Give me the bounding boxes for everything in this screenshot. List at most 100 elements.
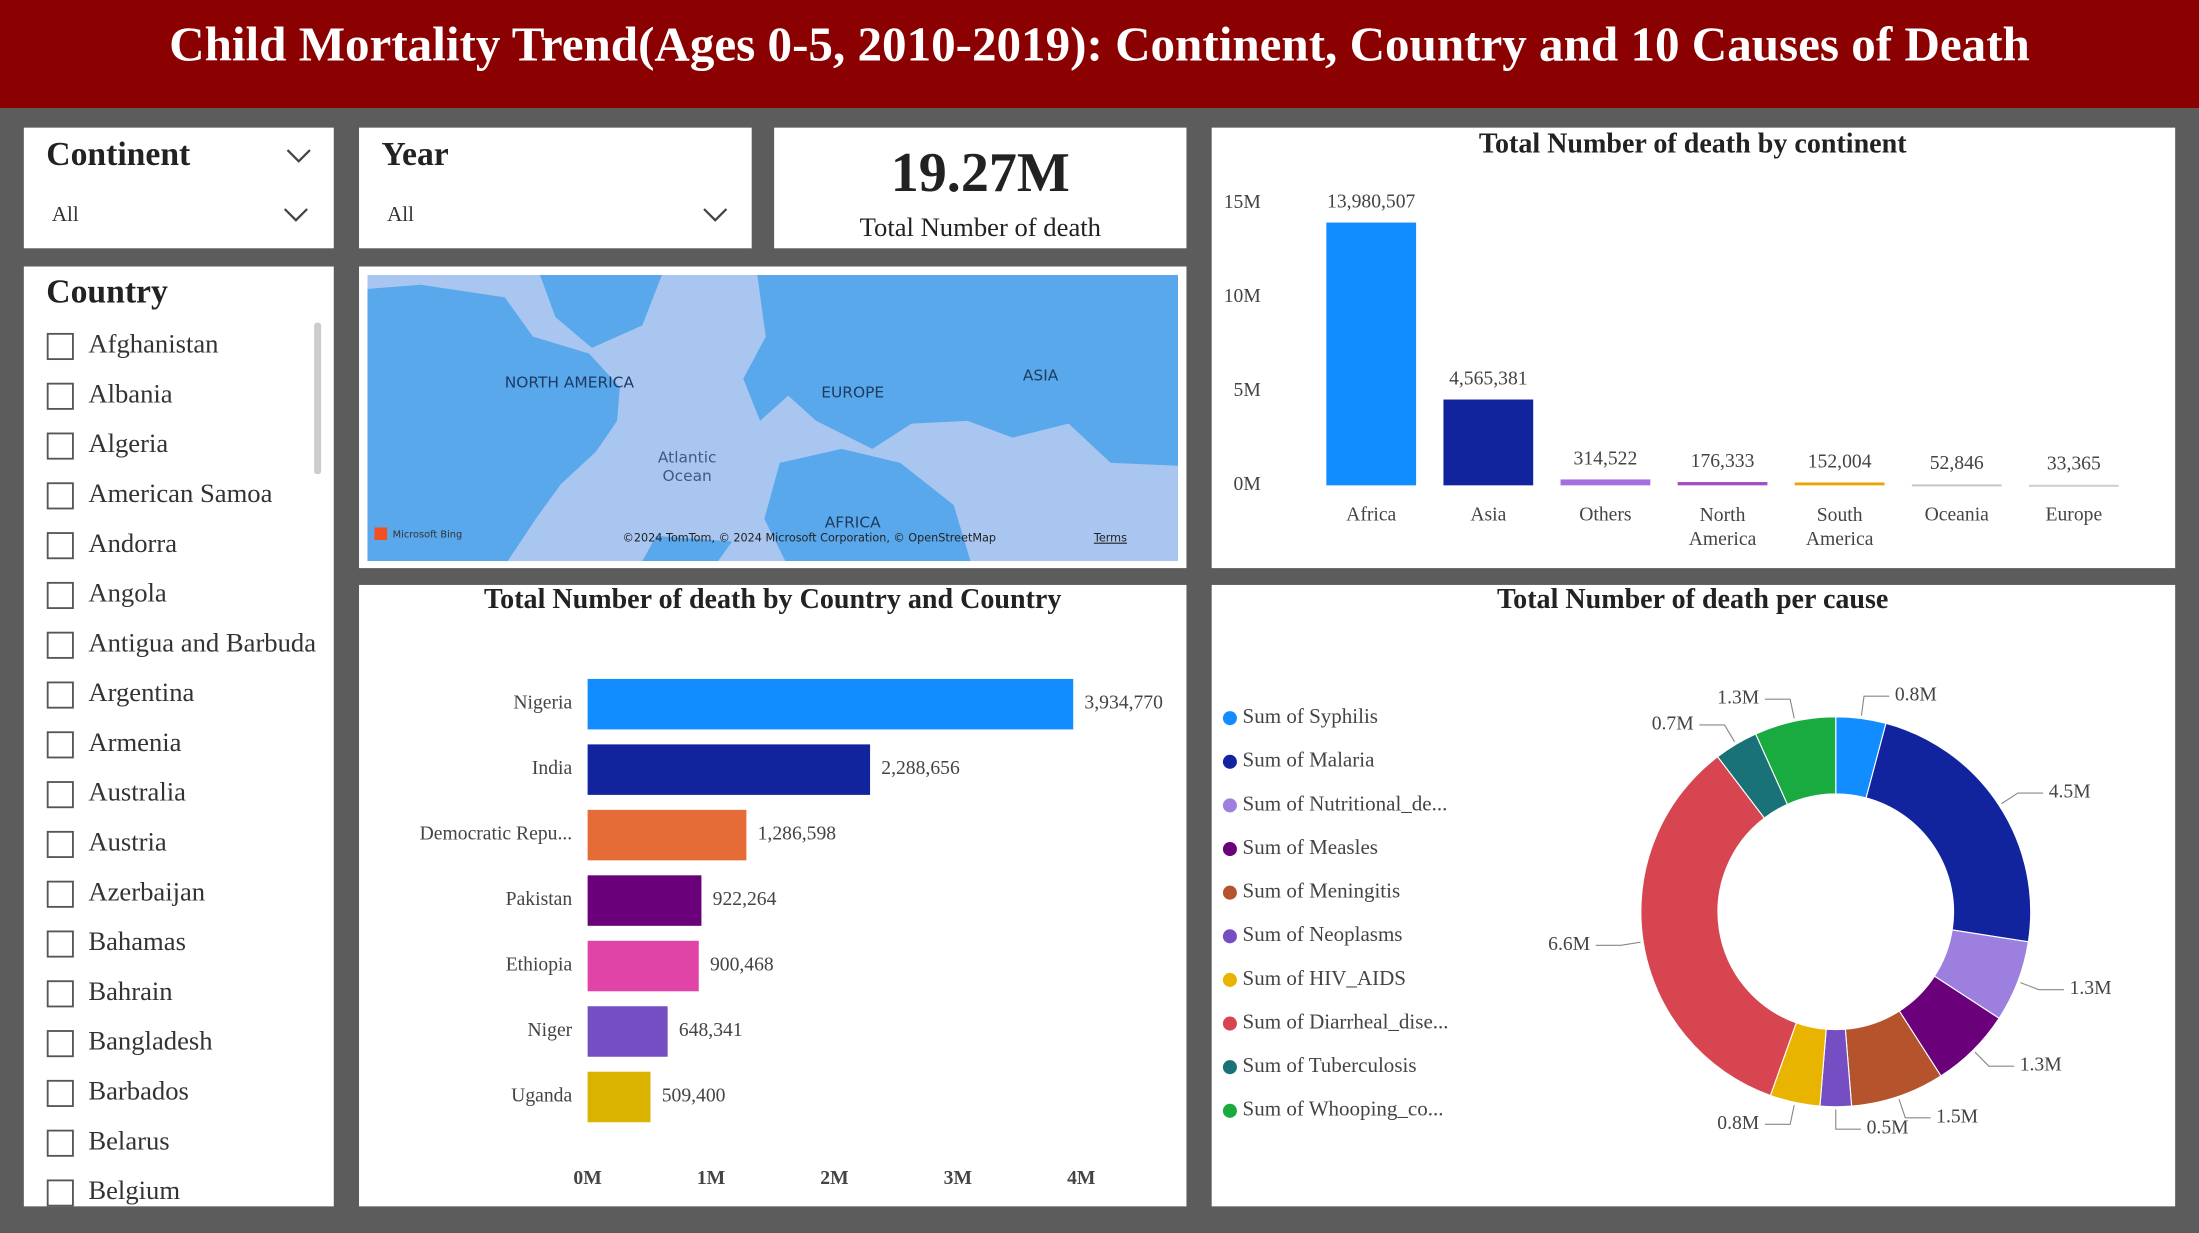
donut-segment <box>1754 716 1837 806</box>
data-label: 648,341 <box>679 1020 743 1041</box>
map-label: EUROPE <box>821 383 884 401</box>
country-slicer <box>23 266 334 1207</box>
legend-label[interactable]: Sum of Neoplasms <box>1243 922 1403 946</box>
checkbox[interactable] <box>46 432 74 460</box>
legend-marker[interactable] <box>1222 842 1237 857</box>
checkbox[interactable] <box>46 681 74 709</box>
country-option[interactable]: Armenia <box>88 727 181 757</box>
data-label: 152,004 <box>1808 451 1872 472</box>
legend-marker[interactable] <box>1222 972 1237 987</box>
bar <box>1560 479 1651 486</box>
page-title: Child Mortality Trend(Ages 0-5, 2010-201… <box>169 16 2030 71</box>
slicer-value[interactable]: All <box>387 202 414 226</box>
legend-marker[interactable] <box>1222 1060 1237 1075</box>
legend-marker[interactable] <box>1222 798 1237 813</box>
legend-label[interactable]: Sum of Measles <box>1243 835 1378 859</box>
kpi-card <box>774 127 1187 249</box>
data-label: 1.5M <box>1936 1106 1978 1127</box>
checkbox[interactable] <box>46 1129 74 1157</box>
legend-label[interactable]: Sum of Malaria <box>1243 748 1376 772</box>
y-tick-label: India <box>532 758 573 779</box>
y-tick-label: 15M <box>1224 192 1261 213</box>
dropdown-icon[interactable] <box>283 208 308 222</box>
legend-marker[interactable] <box>1222 1016 1237 1031</box>
legend-label[interactable]: Sum of Syphilis <box>1243 704 1378 728</box>
country-option[interactable]: Afghanistan <box>88 329 218 359</box>
country-option[interactable]: Bangladesh <box>88 1026 212 1056</box>
legend-marker[interactable] <box>1222 929 1237 944</box>
map-terms[interactable]: Terms <box>1093 532 1127 545</box>
checkbox[interactable] <box>46 382 74 410</box>
checkbox[interactable] <box>46 830 74 858</box>
country-option[interactable]: American Samoa <box>88 478 272 508</box>
x-tick-label: Oceania <box>1925 505 1990 526</box>
country-option[interactable]: Andorra <box>88 528 177 558</box>
land <box>642 535 733 562</box>
slicer-value[interactable]: All <box>52 202 79 226</box>
bar <box>1911 484 2002 487</box>
data-label: 314,522 <box>1574 448 1638 469</box>
legend-label[interactable]: Sum of HIV_AIDS <box>1243 966 1406 990</box>
checkbox[interactable] <box>46 880 74 908</box>
country-option[interactable]: Albania <box>88 378 172 408</box>
leader-line <box>1835 1109 1862 1130</box>
legend-marker[interactable] <box>1222 754 1237 769</box>
legend-marker[interactable] <box>1222 1103 1237 1118</box>
bar <box>1794 482 1885 486</box>
checkbox[interactable] <box>46 930 74 958</box>
country-option[interactable]: Azerbaijan <box>88 876 205 906</box>
country-option[interactable]: Australia <box>88 777 186 807</box>
legend-label[interactable]: Sum of Whooping_co... <box>1243 1097 1444 1121</box>
bar <box>1677 482 1768 486</box>
x-tick-label: 4M <box>1067 1168 1095 1189</box>
country-option[interactable]: Antigua and Barbuda <box>88 627 316 657</box>
y-tick-label: 5M <box>1234 380 1261 401</box>
checkbox[interactable] <box>46 581 74 609</box>
dropdown-icon[interactable] <box>703 208 728 222</box>
legend-label[interactable]: Sum of Diarrheal_dise... <box>1243 1009 1449 1033</box>
leader-line <box>1699 724 1736 743</box>
country-option[interactable]: Bahrain <box>88 976 172 1006</box>
legend-marker[interactable] <box>1222 885 1237 900</box>
checkbox[interactable] <box>46 1179 74 1207</box>
country-option[interactable]: Angola <box>88 578 167 608</box>
land <box>367 284 620 562</box>
checkbox[interactable] <box>46 631 74 659</box>
chart-title: Total Number of death by continent <box>1479 128 1907 159</box>
scrollbar[interactable] <box>314 322 322 475</box>
checkbox[interactable] <box>46 1030 74 1058</box>
legend-label[interactable]: Sum of Nutritional_de... <box>1243 791 1448 815</box>
data-label: 1.3M <box>2020 1055 2062 1076</box>
country-option[interactable]: Algeria <box>88 428 168 458</box>
data-label: 0.7M <box>1652 713 1694 734</box>
checkbox[interactable] <box>46 980 74 1008</box>
x-tick-label: Africa <box>1346 505 1396 526</box>
checkbox[interactable] <box>46 482 74 510</box>
kpi-value: 19.27M <box>891 142 1070 204</box>
slicer-label: Continent <box>46 136 191 173</box>
country-option[interactable]: Bahamas <box>88 926 186 956</box>
land <box>764 448 971 562</box>
country-option[interactable]: Barbados <box>88 1076 189 1106</box>
country-option[interactable]: Belgium <box>88 1175 180 1205</box>
checkbox[interactable] <box>46 781 74 809</box>
legend-label[interactable]: Sum of Tuberculosis <box>1243 1053 1417 1077</box>
country-list: Afghanistan Albania Algeria American Samoa A… <box>46 329 316 1207</box>
map[interactable]: NORTH AMERICA EUROPE ASIA Atlantic Ocean … <box>367 274 1179 562</box>
checkbox[interactable] <box>46 1079 74 1107</box>
checkbox[interactable] <box>46 332 74 361</box>
collapse-icon[interactable] <box>286 149 311 163</box>
slicer-label: Country <box>46 273 168 310</box>
country-option[interactable]: Belarus <box>88 1125 169 1155</box>
country-option[interactable]: Austria <box>88 827 167 857</box>
checkbox[interactable] <box>46 731 74 759</box>
bar <box>587 1006 668 1057</box>
leader-line <box>1595 941 1641 946</box>
legend-label[interactable]: Sum of Meningitis <box>1243 879 1401 903</box>
legend-marker[interactable] <box>1222 711 1237 726</box>
map-label: AFRICA <box>825 514 881 532</box>
checkbox[interactable] <box>46 532 74 560</box>
x-tick-label: North America <box>1689 505 1757 550</box>
country-option[interactable]: Argentina <box>88 677 194 707</box>
